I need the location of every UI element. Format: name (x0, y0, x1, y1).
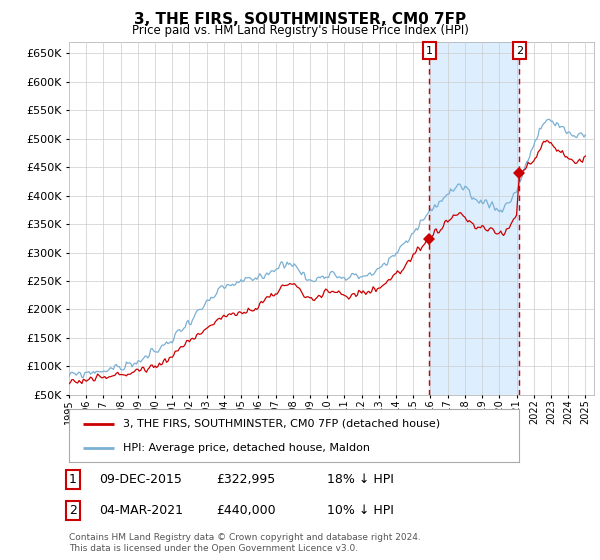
Text: Price paid vs. HM Land Registry's House Price Index (HPI): Price paid vs. HM Land Registry's House … (131, 24, 469, 37)
Text: 2: 2 (69, 504, 77, 517)
Text: 1: 1 (426, 45, 433, 55)
Text: 04-MAR-2021: 04-MAR-2021 (99, 504, 183, 517)
Text: 09-DEC-2015: 09-DEC-2015 (99, 473, 182, 486)
Text: 10% ↓ HPI: 10% ↓ HPI (327, 504, 394, 517)
Bar (430, 42, 520, 395)
Text: 1: 1 (69, 473, 77, 486)
Text: 3, THE FIRS, SOUTHMINSTER, CM0 7FP (detached house): 3, THE FIRS, SOUTHMINSTER, CM0 7FP (deta… (123, 419, 440, 429)
Text: 3, THE FIRS, SOUTHMINSTER, CM0 7FP: 3, THE FIRS, SOUTHMINSTER, CM0 7FP (134, 12, 466, 27)
Text: Contains HM Land Registry data © Crown copyright and database right 2024.
This d: Contains HM Land Registry data © Crown c… (69, 533, 421, 553)
Text: £440,000: £440,000 (216, 504, 275, 517)
Text: £322,995: £322,995 (216, 473, 275, 486)
Text: 2: 2 (516, 45, 523, 55)
Text: HPI: Average price, detached house, Maldon: HPI: Average price, detached house, Mald… (123, 443, 370, 453)
Text: 18% ↓ HPI: 18% ↓ HPI (327, 473, 394, 486)
